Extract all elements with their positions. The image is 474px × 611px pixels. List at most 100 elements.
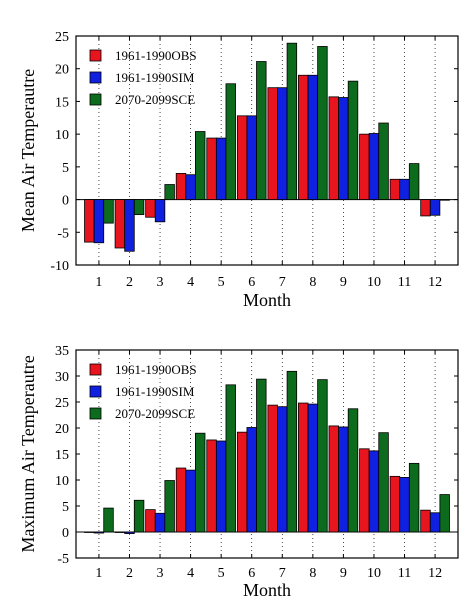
- legend-label: 2070-2099SCE: [115, 92, 195, 107]
- x-tick-label: 10: [367, 275, 381, 290]
- x-tick-label: 8: [309, 566, 316, 581]
- x-tick-label: 6: [248, 566, 255, 581]
- bar: [389, 178, 401, 200]
- bar: [215, 137, 227, 200]
- bar: [185, 174, 196, 200]
- bar: [225, 83, 236, 200]
- bar: [267, 87, 278, 200]
- bar: [399, 178, 410, 200]
- bar: [124, 199, 135, 252]
- y-tick-label: 25: [55, 30, 69, 45]
- plot-frame: [75, 349, 459, 559]
- legend-swatch: [89, 93, 102, 106]
- bar: [246, 115, 257, 200]
- bar: [420, 509, 431, 533]
- bar: [103, 507, 114, 533]
- legend-swatch: [89, 49, 102, 62]
- bar: [236, 431, 248, 533]
- bar: [286, 42, 298, 200]
- bar: [256, 61, 267, 200]
- bar: [307, 74, 319, 200]
- bar: [164, 480, 175, 533]
- bar: [103, 199, 114, 224]
- bar: [378, 432, 389, 533]
- bar: [359, 448, 370, 533]
- bar: [317, 379, 328, 533]
- x-tick-label: 11: [398, 275, 411, 290]
- bar: [246, 427, 257, 533]
- bar: [256, 378, 267, 533]
- bar: [236, 115, 248, 200]
- bar: [298, 74, 309, 200]
- x-tick-label: 4: [187, 566, 194, 581]
- y-tick-label: 0: [62, 526, 69, 541]
- bar: [145, 199, 156, 218]
- x-tick-label: 12: [428, 275, 442, 290]
- legend-swatch: [89, 385, 102, 398]
- bar: [328, 96, 340, 200]
- x-axis-label: Month: [243, 580, 291, 600]
- y-tick-label: 15: [55, 95, 69, 110]
- x-tick-label: 7: [279, 566, 286, 581]
- bar: [154, 512, 166, 533]
- legend-label: 1961-1990OBS: [115, 48, 197, 63]
- x-tick-label: 3: [157, 275, 164, 290]
- bar: [389, 475, 401, 533]
- legend-label: 1961-1990OBS: [115, 362, 197, 377]
- bar: [317, 46, 328, 200]
- bar: [206, 137, 217, 200]
- y-tick-label: 10: [55, 474, 69, 489]
- y-tick-label: -10: [50, 259, 69, 274]
- bar: [347, 408, 359, 533]
- bar: [84, 531, 95, 533]
- bar: [298, 402, 309, 533]
- bar: [429, 199, 441, 216]
- bar: [307, 403, 319, 533]
- x-tick-label: 6: [248, 275, 255, 290]
- bar: [133, 499, 145, 533]
- legend-label: 2070-2099SCE: [115, 406, 195, 421]
- x-tick-label: 8: [309, 275, 316, 290]
- bar: [328, 425, 340, 533]
- x-tick-label: 9: [340, 275, 347, 290]
- x-tick-label: 9: [340, 566, 347, 581]
- legend-swatch: [89, 407, 102, 420]
- x-tick-label: 4: [187, 275, 194, 290]
- bar: [225, 384, 236, 533]
- legend-swatch: [89, 363, 102, 376]
- bar: [277, 87, 288, 200]
- x-tick-label: 3: [157, 566, 164, 581]
- bar: [194, 432, 206, 533]
- bar: [378, 122, 389, 200]
- bar: [175, 467, 187, 533]
- bar: [215, 440, 227, 533]
- bar: [185, 469, 196, 533]
- x-tick-label: 7: [279, 275, 286, 290]
- bar: [154, 199, 166, 223]
- bar: [408, 462, 420, 533]
- y-tick-label: 5: [62, 161, 69, 176]
- bar: [267, 404, 278, 533]
- y-axis-label: Mean Air Temperautre: [18, 69, 38, 232]
- bar: [206, 439, 217, 533]
- y-tick-label: -5: [57, 226, 69, 241]
- x-tick-label: 1: [95, 566, 102, 581]
- bar: [286, 370, 298, 533]
- bar: [133, 199, 145, 216]
- bar: [439, 494, 450, 533]
- x-tick-label: 1: [95, 275, 102, 290]
- legend-swatch: [89, 71, 102, 84]
- bar: [84, 199, 95, 243]
- bar: [368, 450, 380, 533]
- x-tick-label: 12: [428, 566, 442, 581]
- bar: [420, 199, 431, 217]
- bar: [277, 406, 288, 533]
- bar: [408, 163, 420, 200]
- x-tick-label: 2: [126, 566, 133, 581]
- plot-frame: [75, 35, 459, 266]
- y-tick-label: 10: [55, 128, 69, 143]
- y-axis-label: Maximum Air Temperautre: [18, 355, 38, 552]
